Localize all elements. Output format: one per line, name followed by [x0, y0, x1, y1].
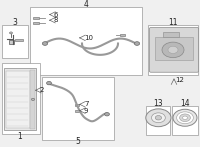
Bar [30, 70, 35, 129]
Circle shape [180, 114, 190, 122]
Circle shape [168, 46, 178, 53]
Circle shape [31, 98, 35, 101]
Circle shape [105, 112, 109, 116]
Circle shape [10, 32, 12, 34]
Bar [75, 104, 79, 106]
Circle shape [146, 109, 171, 127]
Bar [155, 37, 193, 60]
Text: 11: 11 [168, 18, 178, 27]
Text: 7: 7 [84, 101, 88, 107]
Circle shape [155, 116, 162, 120]
Text: 1: 1 [18, 132, 22, 141]
Bar [42, 77, 114, 140]
Text: 14: 14 [180, 99, 190, 108]
Bar [2, 25, 28, 58]
Text: 9: 9 [84, 108, 88, 114]
Bar [148, 25, 198, 75]
Circle shape [177, 112, 193, 124]
Circle shape [162, 42, 184, 58]
Circle shape [134, 42, 140, 45]
Bar [30, 7, 142, 75]
Bar [9, 40, 14, 44]
Bar [15, 39, 23, 41]
Bar [146, 106, 170, 135]
Text: 4: 4 [84, 0, 88, 9]
Circle shape [42, 42, 48, 45]
Bar [33, 16, 39, 19]
Circle shape [183, 116, 187, 120]
Text: 6: 6 [54, 11, 58, 17]
Bar [2, 63, 40, 134]
Bar [172, 106, 198, 135]
Bar [163, 31, 179, 37]
Bar [6, 71, 30, 128]
Circle shape [47, 81, 51, 85]
Text: 10: 10 [84, 35, 93, 41]
FancyBboxPatch shape [149, 27, 199, 72]
Text: 13: 13 [153, 99, 163, 108]
Bar [120, 34, 125, 36]
Circle shape [151, 113, 165, 123]
Text: 3: 3 [13, 18, 17, 27]
Bar [75, 110, 79, 112]
Circle shape [173, 109, 197, 126]
Text: 12: 12 [175, 77, 184, 83]
Text: 2: 2 [40, 87, 44, 93]
Text: 5: 5 [76, 137, 80, 146]
Bar [33, 22, 39, 24]
Bar [4, 68, 36, 131]
Text: 8: 8 [54, 17, 58, 23]
